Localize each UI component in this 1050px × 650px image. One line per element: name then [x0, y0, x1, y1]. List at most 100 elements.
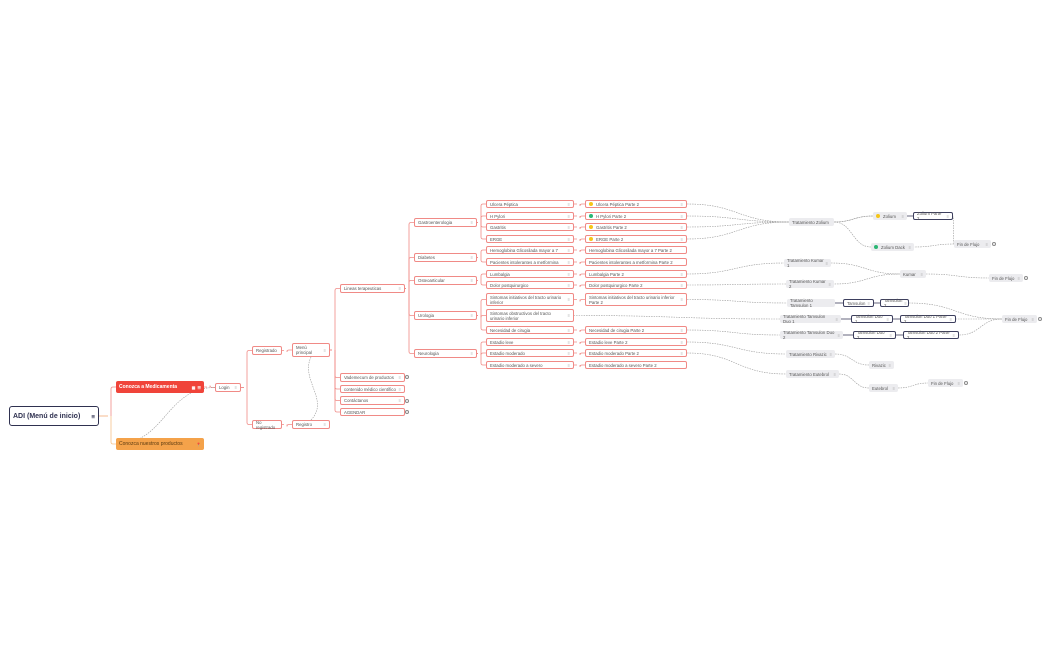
node-eutebrol[interactable]: Eutebrol ≡ [869, 384, 898, 392]
node-tamsduo1b[interactable]: Tamsulon Duo 1 Parte 2 ≡ [900, 314, 956, 324]
node-tamsduo2[interactable]: Tamsulon Duo 2 ≡ [853, 330, 896, 340]
branch-connector [574, 273, 585, 277]
node-label: Gastroenterologia [418, 220, 453, 225]
node-moderado[interactable]: Estadio moderado ≡ [486, 349, 574, 357]
node-menu-principal[interactable]: Menú principal ≡ [292, 343, 330, 357]
node-pacientes[interactable]: Pacientes intolerantes a metformina ≡ [486, 258, 574, 266]
node-cirugia2[interactable]: Necesidad de cirugia Parte 2 ≡ [585, 326, 687, 334]
node-hpylori[interactable]: H Pylori ≡ [486, 212, 574, 220]
node-label: Lumbalgia Parte 2 [589, 271, 624, 277]
node-sint-ini2[interactable]: Sintomas initiativos del tracto urinario… [585, 293, 687, 306]
relationship-link [115, 387, 216, 445]
node-gastro[interactable]: Gastroenterologia ≡ [414, 218, 477, 227]
info-circle-icon[interactable] [992, 242, 996, 246]
node-login[interactable]: Login ≡ [215, 383, 241, 392]
node-trat-tamsduo2[interactable]: Tratamiento Tamsulon Duo 2 ≡ [780, 330, 843, 340]
node-sint-ini[interactable]: Sintomas initiativos del tracto urinario… [486, 293, 574, 306]
node-contenido[interactable]: contenido médico científico ≡ [340, 385, 405, 393]
node-dolor2[interactable]: Dolor postquirurgico Parte 2 ≡ [585, 281, 687, 289]
node-erge[interactable]: ERGE ≡ [486, 235, 574, 243]
node-lumbalgia2[interactable]: Lumbalgia Parte 2 ≡ [585, 270, 687, 278]
node-zolium2[interactable]: Zolium Parte 2 ≡ [913, 211, 953, 221]
info-circle-icon[interactable] [964, 381, 968, 385]
node-trat-tamsduo1[interactable]: Tratamiento Tamsulon Duo 1 ≡ [780, 314, 841, 324]
node-label: Gastritis [490, 224, 506, 230]
note-icon: ≡ [1017, 275, 1020, 281]
note-icon: ≡ [829, 351, 832, 357]
node-trat-kumar1[interactable]: Tratamiento Kumar 1 ≡ [784, 258, 831, 268]
node-dolor[interactable]: Dolor postquirurgico ≡ [486, 281, 574, 289]
node-neurologia[interactable]: Neurologia ≡ [414, 349, 477, 358]
node-label: Tratamiento Kumar 2 [789, 279, 826, 289]
node-gastritis[interactable]: Gastritis ≡ [486, 223, 574, 231]
node-severo2[interactable]: Estadio moderado a severo Parte 2 [585, 361, 687, 369]
node-ulcera2[interactable]: Ulcera Péptica Parte 2 ≡ [585, 200, 687, 208]
node-rivazic[interactable]: Rivazic ≡ [869, 361, 894, 369]
node-moderado2[interactable]: Estadio moderado Parte 2 ≡ [585, 349, 687, 357]
node-hemoglobina[interactable]: Hemoglobina Glicosilada mayor a 7 ≡ [486, 246, 574, 254]
node-agendar[interactable]: AGENDAR [340, 408, 405, 416]
node-trat-eutebrol[interactable]: Tratamiento Eutebrol ≡ [786, 370, 839, 378]
node-lineas[interactable]: Lineas terapeuticas ≡ [340, 284, 405, 293]
node-tamsduo2b[interactable]: Tamsulon Duo 2 Parte 2 ≡ [903, 330, 959, 340]
node-diabetes[interactable]: Diabetes ≡ [414, 253, 477, 262]
branch-connector [477, 352, 486, 356]
relationship-link [686, 299, 788, 304]
node-label: Dolor postquirurgico [490, 282, 529, 288]
node-fin2[interactable]: Fin de Flujo ≡ [989, 274, 1023, 282]
note-icon: ≡ [828, 281, 831, 287]
node-no-registrado[interactable]: No registrado [252, 420, 282, 430]
node-fin1[interactable]: Fin de Flujo ≡ [954, 240, 991, 248]
node-zolium-dack[interactable]: Zolium Dack ≡ [871, 243, 914, 251]
node-productos[interactable]: Conozca nuestros productos 📍 [116, 438, 204, 450]
note-icon: ≡ [908, 244, 911, 250]
node-cirugia[interactable]: Necesidad de cirugia ≡ [486, 326, 574, 334]
node-medicamenta[interactable]: Conozca a Medicamenta ▦ ☰ [116, 381, 204, 393]
node-label: Menú principal [296, 345, 313, 355]
info-circle-icon[interactable] [1024, 276, 1028, 280]
node-tams2[interactable]: Tamsulon 2 ≡ [880, 298, 909, 308]
node-label: Tratamiento Tamsulon 1 [790, 298, 813, 308]
node-gastritis2[interactable]: Gastritis Parte 2 ≡ [585, 223, 687, 231]
node-trat-kumar2[interactable]: Tratamiento Kumar 2 ≡ [786, 279, 834, 289]
info-circle-icon[interactable] [405, 375, 409, 379]
node-trat-zolium[interactable]: Tratamiento Zolium [789, 218, 834, 226]
node-label: Fin de Flujo [1005, 316, 1028, 322]
node-urologia[interactable]: Urologia ≡ [414, 311, 477, 320]
note-icon: ≡ [892, 385, 895, 391]
note-icon: ≡ [567, 224, 570, 230]
node-zolium[interactable]: Zolium ≡ [873, 212, 907, 220]
info-circle-icon[interactable] [1038, 317, 1042, 321]
info-circle-icon[interactable] [405, 399, 409, 403]
node-kumar[interactable]: Kumar ≡ [900, 270, 926, 278]
node-vademecum[interactable]: Vademecum de productos ≡ [340, 373, 405, 382]
node-osteo[interactable]: Osteoarticular ≡ [414, 276, 477, 285]
node-severo[interactable]: Estadio moderado a severo ≡ [486, 361, 574, 369]
node-trat-tams1[interactable]: Tratamiento Tamsulon 1 [787, 298, 835, 308]
node-leve2[interactable]: Estadio leve Parte 2 ≡ [585, 338, 687, 346]
node-pacientes2[interactable]: Pacientes intolerantes a metformina Part… [585, 258, 687, 266]
relationship-link [834, 353, 870, 366]
node-hpylori2[interactable]: H Pylori Parte 2 ≡ [585, 212, 687, 220]
node-fin4[interactable]: Fin de Flujo ≡ [928, 379, 963, 387]
branch-connector [241, 387, 252, 425]
node-root[interactable]: ADI (Menú de inicio) ☰ [9, 406, 99, 426]
node-hemoglobina2[interactable]: Hemoglobina Glicosilada mayor a 7 Parte … [585, 246, 687, 254]
node-tamsduo1[interactable]: Tamsulon Duo 1 ≡ [851, 314, 893, 324]
info-circle-icon[interactable] [405, 410, 409, 414]
node-lumbalgia[interactable]: Lumbalgia ≡ [486, 270, 574, 278]
note-icon: ≡ [470, 313, 473, 318]
node-registro[interactable]: Registro ≡ [292, 420, 330, 429]
node-registrado[interactable]: Registrado [252, 346, 282, 355]
node-fin3[interactable]: Fin de Flujo ≡ [1002, 315, 1037, 323]
node-label: Tratamiento Tamsulon Duo 1 [783, 314, 826, 324]
node-tams[interactable]: Tamsulon ≡ [843, 299, 874, 307]
relationship-link [833, 215, 874, 223]
node-erge2[interactable]: ERGE Parte 2 ≡ [585, 235, 687, 243]
node-contactanos[interactable]: Contáctanos ≡ [340, 396, 405, 405]
node-ulcera[interactable]: Ulcera Péptica ≡ [486, 200, 574, 208]
node-label: Sintomas initiativos del tracto urinario… [589, 294, 675, 305]
node-leve[interactable]: Estadio leve ≡ [486, 338, 574, 346]
node-sint-obs[interactable]: Sintomas obstructivos del tracto urinari… [486, 309, 574, 322]
node-trat-rivazic[interactable]: Tratamiento Rivazic ≡ [786, 350, 835, 358]
